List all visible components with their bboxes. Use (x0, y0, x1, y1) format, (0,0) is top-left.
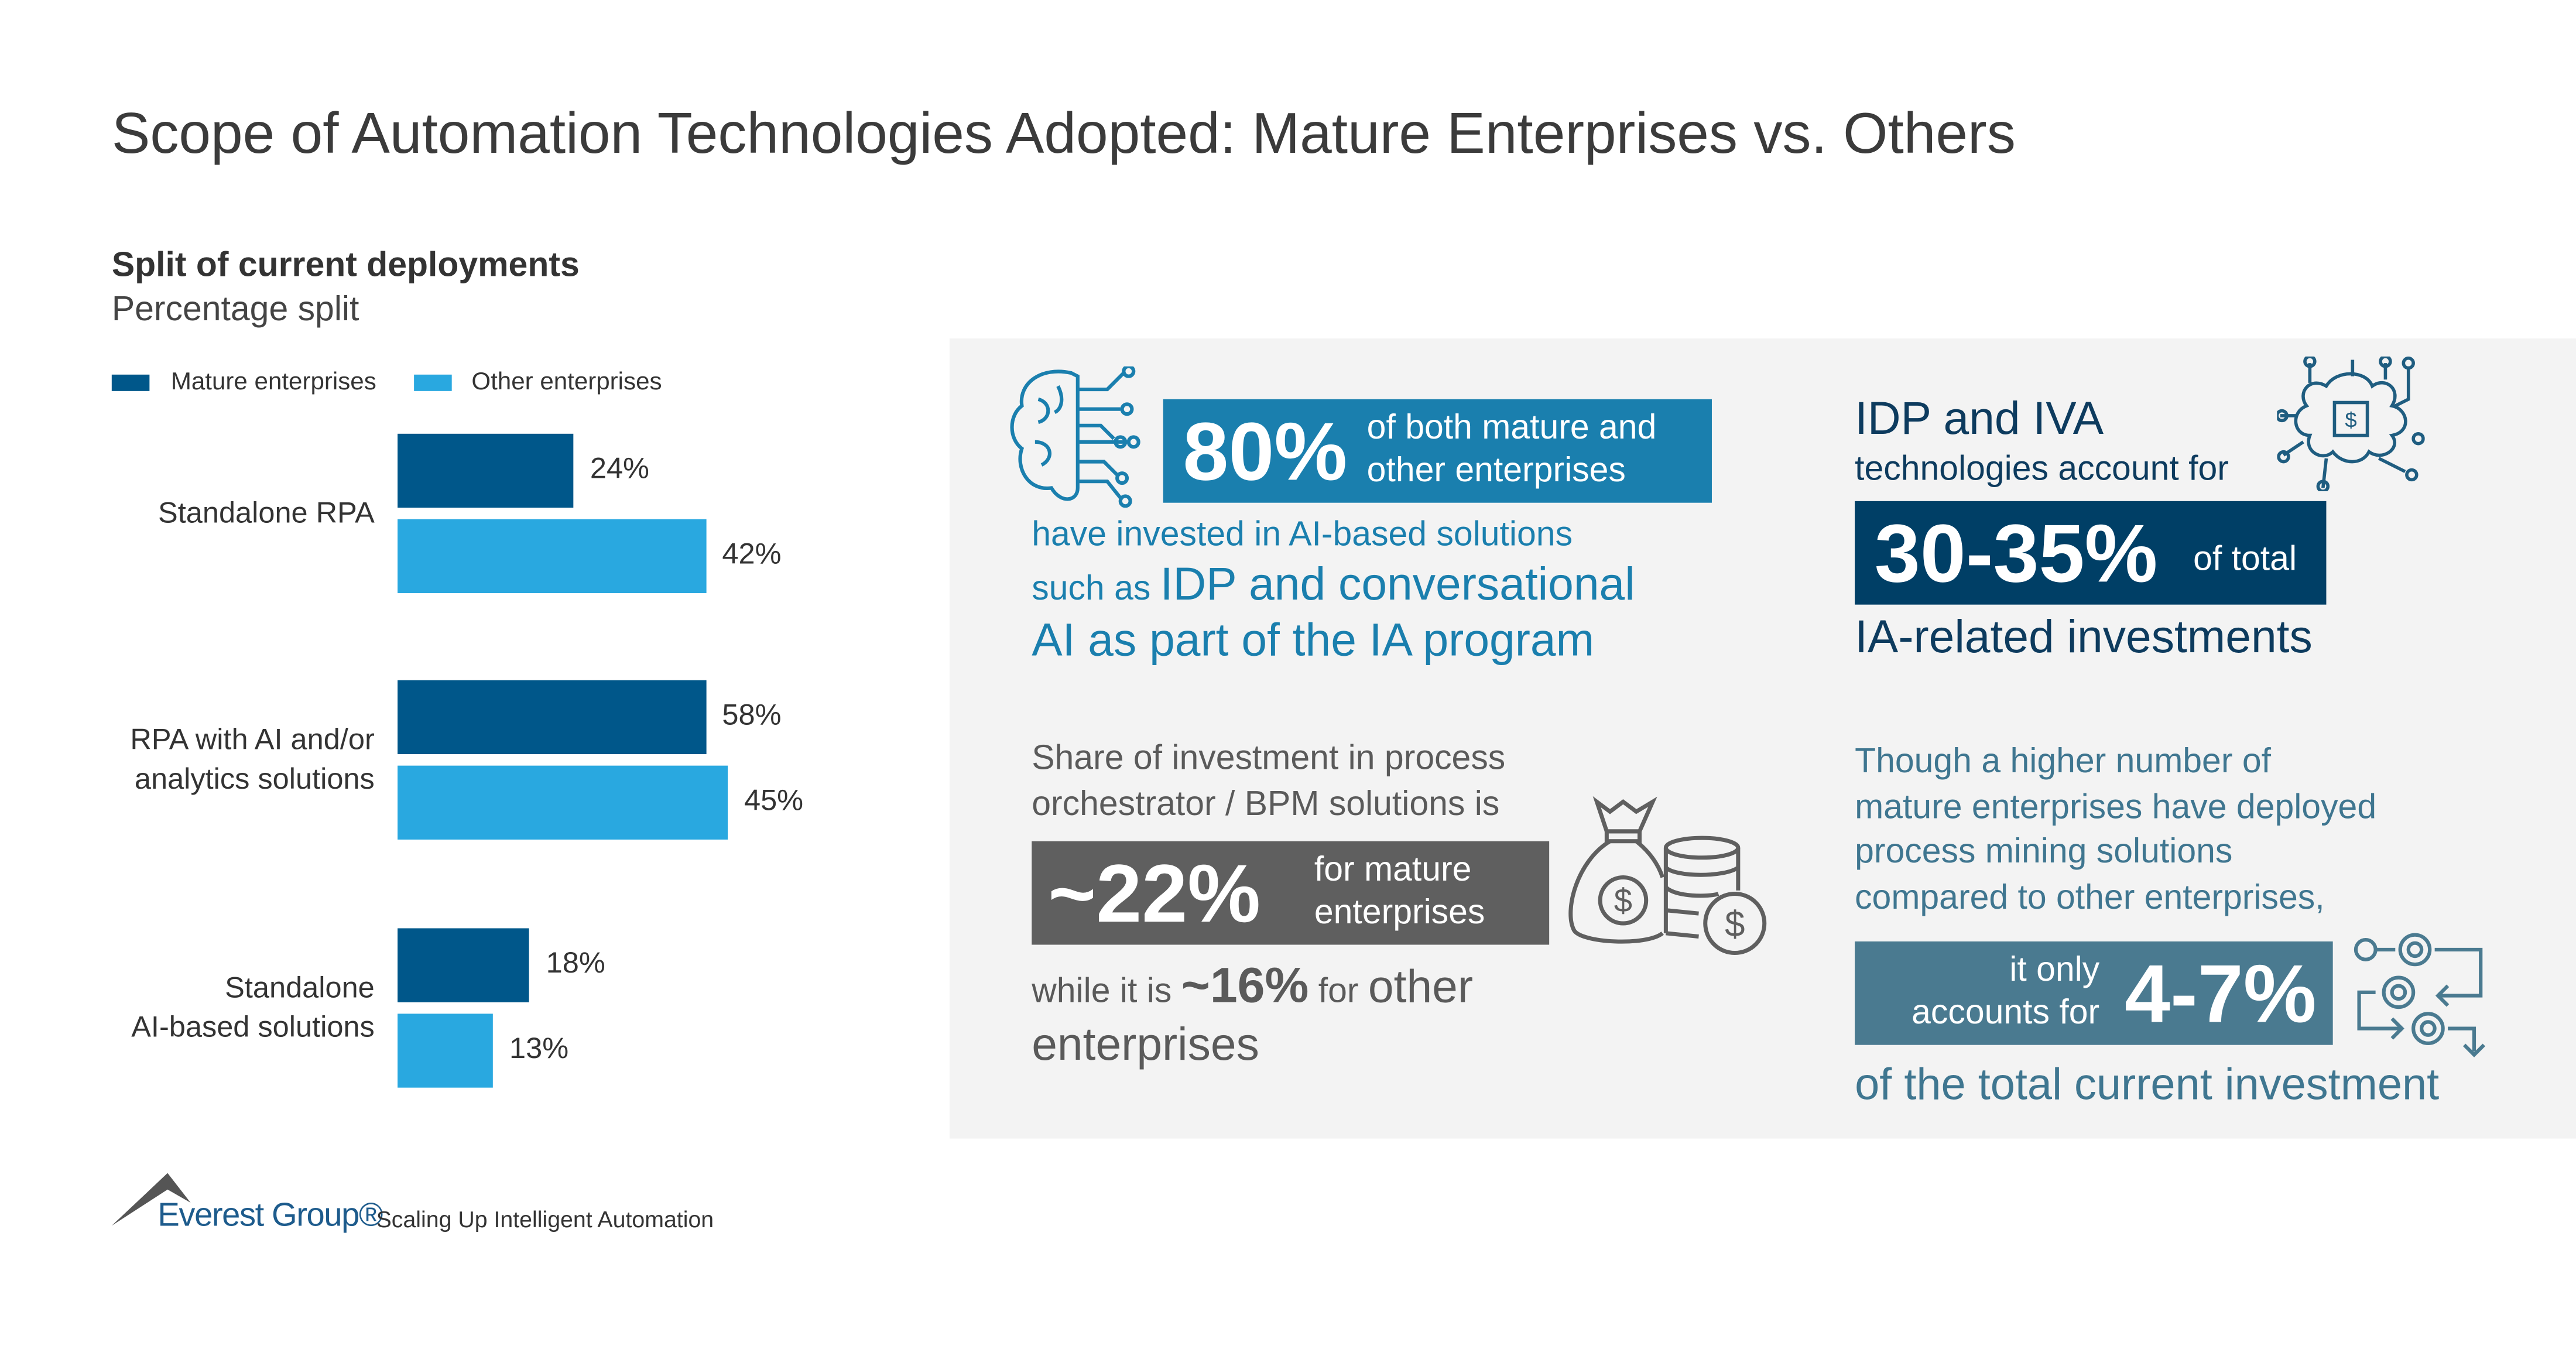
category-label-line: analytics solutions (134, 762, 375, 796)
footer-tagline: Scaling Up Intelligent Automation (376, 1206, 714, 1232)
legend-mature: Mature enterprises (170, 368, 376, 396)
c4-line1: Though a higher number of (1855, 742, 2271, 780)
bar-mature (398, 928, 530, 1002)
bar-mature (398, 433, 574, 508)
bar-value-label: 58% (722, 698, 782, 731)
stat-box-30-35: 30-35% of total (1855, 501, 2327, 605)
c3-line2: orchestrator / BPM solutions is (1032, 785, 1500, 823)
c3-line3: while it is ~16% for other (1032, 960, 1473, 1015)
chart-title: Split of current deployments (111, 246, 580, 285)
stat-30-35-text: of total (2193, 540, 2297, 578)
category-label-line: Standalone RPA (158, 496, 375, 529)
bar-other (398, 765, 728, 840)
c1-line2-small: such as (1032, 570, 1160, 608)
stat-box-4-7: it only accounts for 4-7% (1855, 941, 2333, 1045)
bar-mature (398, 680, 706, 754)
c2-line1: IDP and IVA (1855, 392, 2104, 444)
bar-value-label: 42% (722, 537, 782, 570)
category-label: RPA with AI and/or analytics solutions (130, 720, 374, 799)
bar-value-label: 13% (509, 1032, 569, 1065)
bar-other (398, 1014, 493, 1088)
bar-value-label: 45% (744, 783, 804, 817)
stat-box-22: ~22% for mature enterprises (1032, 841, 1550, 945)
svg-text:$: $ (1614, 882, 1632, 919)
c2-line2: technologies account for (1855, 450, 2229, 488)
stat-22-text-2: enterprises (1314, 893, 1485, 932)
c4-line3: process mining solutions (1855, 833, 2233, 871)
category-label-line: RPA with AI and/or (130, 723, 375, 756)
stat-80-text-2: other enterprises (1366, 451, 1626, 490)
ai-chip-brain-icon: $ (2277, 356, 2425, 492)
category-label: Standalone AI-based solutions (131, 968, 375, 1047)
money-bag-coins-icon: $ $ (1568, 796, 1767, 956)
stat-box-80: 80% of both mature and other enterprises (1163, 399, 1712, 503)
c1-line2-big: IDP and conversational (1160, 559, 1635, 610)
c3-line4: enterprises (1032, 1018, 1259, 1070)
category-label-line: Standalone (225, 971, 375, 1004)
everest-logo-text: Everest Group® (157, 1197, 383, 1234)
category-label-line: AI-based solutions (131, 1010, 375, 1043)
c1-line2: such as IDP and conversational (1032, 559, 1635, 611)
c3-l3b: ~16% (1181, 959, 1309, 1014)
c4-line-end: of the total current investment (1855, 1059, 2440, 1110)
c3-l3d: other (1368, 961, 1474, 1012)
bar-other (398, 519, 706, 594)
c1-line3: AI as part of the IA program (1032, 614, 1595, 666)
stat-80: 80% (1183, 406, 1348, 498)
everest-logo-mountain (111, 1173, 191, 1226)
svg-text:$: $ (2345, 408, 2356, 432)
c3-l3c: for (1308, 973, 1368, 1011)
stat-30-35: 30-35% (1874, 508, 2158, 600)
stat-4-7: 4-7% (2125, 948, 2317, 1040)
c3-l3a: while it is (1032, 973, 1181, 1011)
c4-intro: Though a higher number of mature enterpr… (1855, 739, 2512, 920)
stat-22: ~22% (1048, 847, 1261, 940)
legend-swatch-other (414, 374, 452, 391)
c4-line2: mature enterprises have deployed (1855, 788, 2377, 826)
chart-subtitle: Percentage split (111, 290, 359, 329)
stat-4-7-text-1: it only (2009, 951, 2100, 990)
c2-line3: IA-related investments (1855, 611, 2313, 662)
stat-80-text-1: of both mature and (1366, 409, 1657, 447)
svg-text:$: $ (1725, 904, 1745, 944)
legend-other: Other enterprises (471, 368, 662, 396)
page-title: Scope of Automation Technologies Adopted… (111, 101, 2016, 166)
c3-line1: Share of investment in process (1032, 739, 1506, 778)
bar-value-label: 24% (590, 451, 649, 485)
c4-line4: compared to other enterprises, (1855, 878, 2325, 916)
bar-value-label: 18% (546, 946, 605, 980)
ai-brain-icon (1010, 366, 1140, 508)
stat-22-text-1: for mature (1314, 851, 1472, 889)
stat-4-7-text-2: accounts for (1912, 994, 2100, 1032)
legend-swatch-mature (111, 374, 150, 391)
c1-line1: have invested in AI-based solutions (1032, 516, 1573, 554)
category-label: Standalone RPA (158, 493, 375, 532)
process-gears-icon (2354, 933, 2486, 1057)
